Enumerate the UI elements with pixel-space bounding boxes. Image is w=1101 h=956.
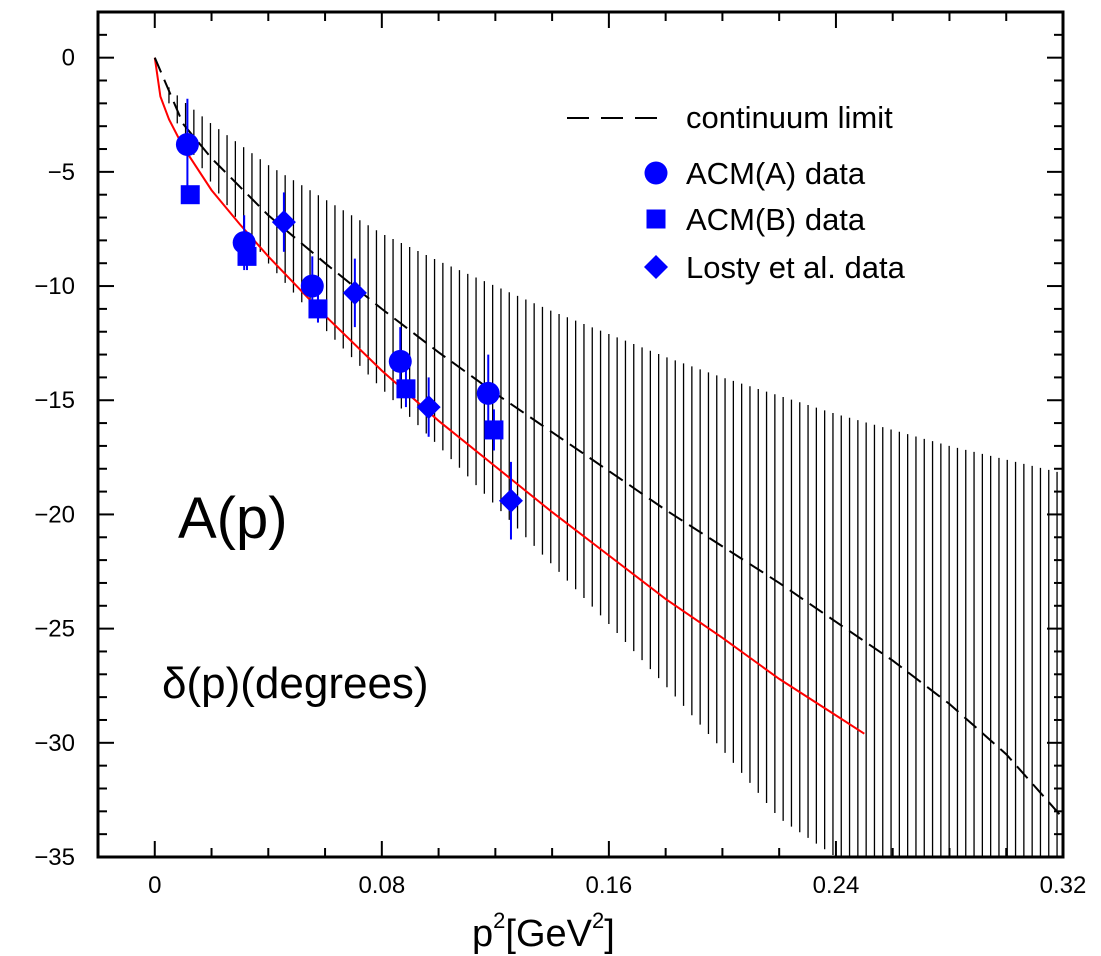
square-point: [180, 185, 200, 205]
circle-point: [300, 274, 324, 298]
square-point: [396, 379, 416, 399]
continuum-limit-curve: [153, 57, 1064, 819]
y-tick-label: −30: [34, 730, 75, 757]
axis-ticks: 0 0.08 0.16 0.24 0.32 0 −5 −10 −15 −20 −25 −30 −35: [34, 11, 1087, 899]
panel-label: A(p): [178, 486, 288, 551]
diamond-point: [342, 280, 367, 305]
legend-square-icon: [646, 209, 666, 229]
x-tick-label: 0.24: [813, 872, 860, 899]
quantity-label: δ(p)(degrees): [162, 659, 429, 708]
circle-point: [476, 381, 500, 405]
diamond-point: [498, 488, 523, 513]
legend: continuum limit ACM(A) data ACM(B) data Los…: [567, 100, 906, 285]
square-point: [484, 420, 504, 440]
diamond-point: [416, 395, 441, 420]
legend-diamond-icon: [644, 255, 668, 279]
y-tick-label: −35: [34, 844, 75, 871]
y-tick-label: −15: [34, 387, 75, 414]
legend-label-square: ACM(B) data: [686, 202, 866, 237]
y-tick-label: −20: [34, 501, 75, 528]
uncertainty-band: [168, 87, 1058, 857]
legend-label-diamond: Losty et al. data: [686, 250, 906, 285]
legend-label-circle: ACM(A) data: [686, 156, 866, 191]
diamond-point: [271, 210, 296, 235]
plot-frame: [96, 10, 1065, 859]
square-point: [308, 299, 328, 319]
x-tick-label: 0.32: [1040, 872, 1087, 899]
circle-point: [388, 349, 412, 373]
circle-point: [175, 132, 199, 156]
x-tick-label: 0: [148, 872, 161, 899]
square-point: [237, 246, 257, 266]
x-axis-label: p2[GeV2]: [472, 908, 615, 955]
x-tick-label: 0.08: [358, 872, 405, 899]
x-tick-label: 0.16: [586, 872, 633, 899]
data-points: [175, 98, 523, 540]
y-tick-label: −25: [34, 616, 75, 643]
y-tick-label: −10: [34, 273, 75, 300]
y-tick-label: 0: [62, 45, 75, 72]
legend-circle-icon: [644, 161, 668, 185]
legend-label-continuum: continuum limit: [686, 100, 893, 135]
y-tick-label: −5: [48, 159, 75, 186]
